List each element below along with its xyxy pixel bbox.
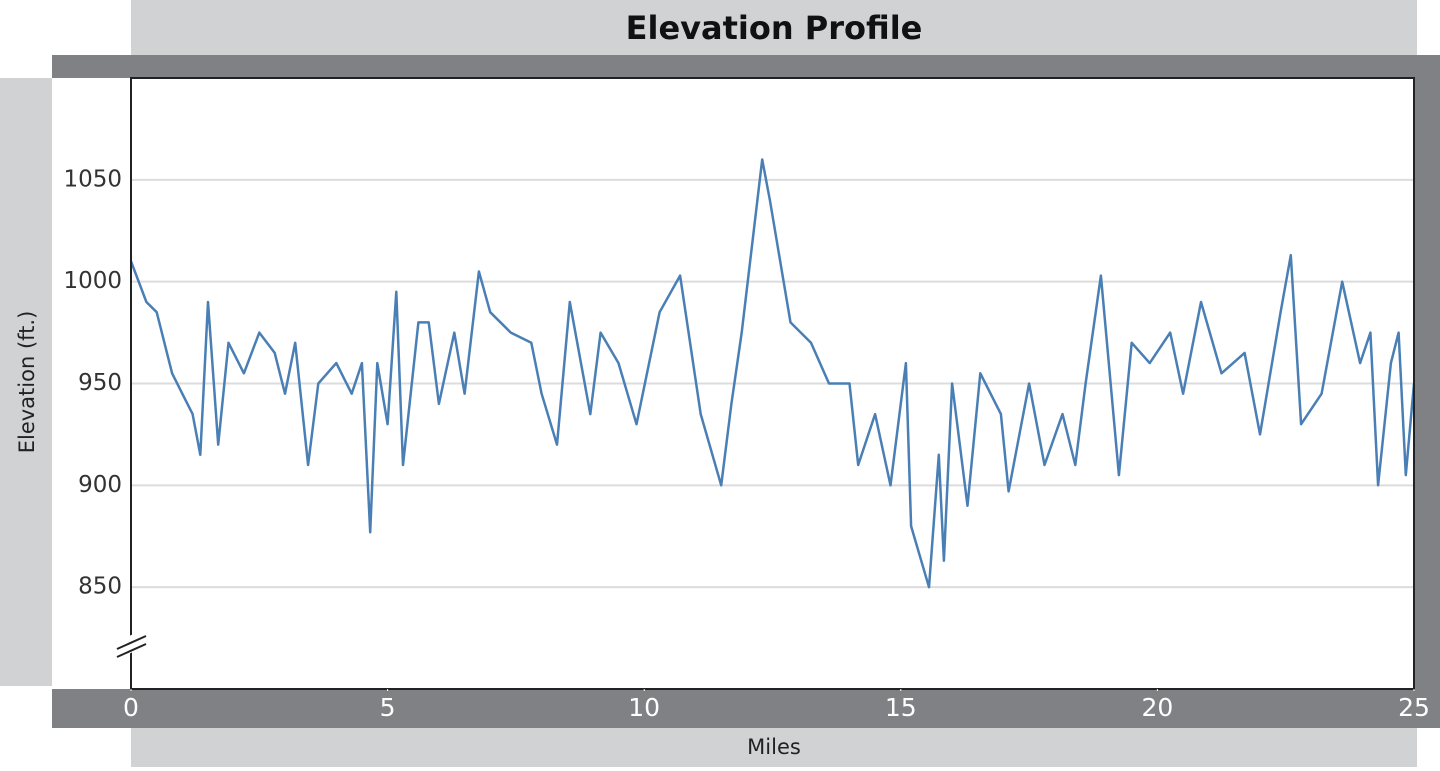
y-tick-label: 900 xyxy=(78,472,122,498)
x-tick-label: 10 xyxy=(628,693,660,722)
plot-border xyxy=(130,77,1415,690)
x-tick-label: 0 xyxy=(123,693,139,722)
y-tick-label: 1000 xyxy=(63,268,122,294)
chart-title: Elevation Profile xyxy=(626,9,923,47)
y-tick-label: 1050 xyxy=(63,166,122,192)
x-label-band xyxy=(131,728,1417,767)
y-label-band xyxy=(0,78,52,686)
x-axis-label: Miles xyxy=(747,735,801,759)
y-axis-label: Elevation (ft.) xyxy=(15,311,39,454)
x-tick-label: 25 xyxy=(1398,693,1430,722)
x-tick-label: 15 xyxy=(885,693,917,722)
y-tick-label: 850 xyxy=(78,574,122,600)
axis-break xyxy=(114,630,148,658)
y-tick-label: 950 xyxy=(78,370,122,396)
x-tick-label: 5 xyxy=(380,693,396,722)
elevation-line xyxy=(129,158,1416,589)
x-tick-label: 20 xyxy=(1141,693,1173,722)
title-band xyxy=(131,0,1417,55)
